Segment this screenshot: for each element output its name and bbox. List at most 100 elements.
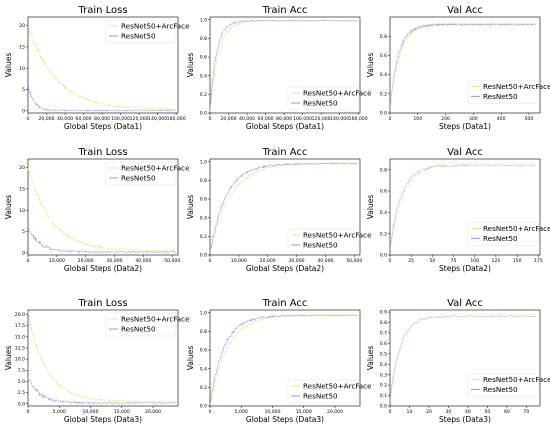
- x-tick-label: 20: [426, 409, 432, 415]
- x-tick-label: 0: [389, 258, 392, 264]
- y-tick-label: 0.6: [200, 348, 207, 354]
- y-tick-label: 10: [19, 66, 25, 72]
- series-line: [210, 162, 358, 254]
- chart-panel: Val Acc 0 25 50 75 100 125 150 175 0.0 0.2 0.4 0.6 0.…: [366, 147, 550, 273]
- x-axis-label: Global Steps (Data2): [64, 264, 142, 273]
- legend-box: [287, 228, 359, 253]
- y-axis-label: Values: [186, 195, 195, 220]
- x-tick-label: 20,000: [78, 258, 94, 264]
- x-tick-label: 20,000: [145, 409, 161, 415]
- legend-label: ResNet50: [303, 241, 338, 250]
- y-tick-label: 0.2: [380, 231, 387, 237]
- x-tick-label: 0: [27, 258, 30, 264]
- x-tick-label: 30: [446, 409, 452, 415]
- y-tick-label: 0.6: [380, 189, 387, 195]
- x-tick-label: 10,000: [49, 258, 65, 264]
- x-axis-label: Global Steps (Data1): [64, 122, 142, 131]
- x-tick-label: 15,000: [114, 409, 130, 415]
- chart-panel: Train Loss 0 10,000 20,000 30,000 40,000 50,00…: [4, 147, 190, 273]
- x-tick-label: 140,000: [330, 116, 349, 122]
- x-tick-label: 20,000: [220, 116, 236, 122]
- x-tick-label: 40: [465, 409, 471, 415]
- x-tick-label: 10,000: [264, 409, 280, 415]
- y-tick-label: 10.0: [15, 357, 25, 363]
- x-tick-label: 0: [389, 409, 392, 415]
- chart-title: Train Loss: [77, 5, 127, 16]
- series-line: [28, 376, 176, 405]
- x-tick-label: 50,000: [346, 258, 362, 264]
- x-tick-label: 40,000: [239, 116, 255, 122]
- legend-label: ResNet50: [303, 392, 338, 401]
- y-tick-label: 0.4: [200, 215, 207, 221]
- y-tick-label: 0.0: [200, 404, 207, 410]
- y-tick-label: 15.0: [15, 334, 25, 340]
- y-tick-label: 5: [22, 87, 25, 93]
- legend-label: ResNet50: [121, 32, 156, 41]
- x-tick-label: 100,000: [293, 116, 312, 122]
- y-tick-label: 0.2: [380, 91, 387, 97]
- legend-box: [467, 80, 539, 104]
- x-tick-label: 200: [441, 116, 450, 122]
- series-line: [390, 162, 536, 249]
- y-tick-label: 0.0: [200, 253, 207, 259]
- legend-label: ResNet50: [483, 234, 518, 243]
- legend-box: [105, 161, 177, 186]
- y-tick-label: 15: [19, 186, 25, 192]
- x-tick-label: 40,000: [57, 116, 73, 122]
- x-tick-label: 75: [451, 258, 457, 264]
- legend-label: ResNet50: [483, 92, 518, 101]
- chart-panel: Train Acc 0 5,000 10,000 15,000 20,000 0.0 0.2 0…: [186, 298, 372, 424]
- y-tick-label: 0.0: [18, 401, 25, 407]
- legend-label: ResNet50+ArcFace: [483, 224, 550, 233]
- x-tick-label: 300: [469, 116, 478, 122]
- y-tick-label: 0.1: [380, 393, 387, 399]
- legend-box: [287, 86, 359, 111]
- x-tick-label: 100: [470, 258, 479, 264]
- series-line: [390, 313, 536, 401]
- x-tick-label: 60,000: [76, 116, 92, 122]
- x-tick-label: 20,000: [327, 409, 343, 415]
- x-tick-label: 0: [209, 409, 212, 415]
- x-tick-label: 0: [209, 116, 212, 122]
- series-line: [210, 314, 358, 406]
- series-line: [390, 315, 536, 402]
- chart-title: Train Acc: [262, 147, 308, 158]
- y-tick-label: 15: [19, 44, 25, 50]
- x-axis-label: Global Steps (Data3): [246, 415, 324, 424]
- legend-label: ResNet50: [303, 99, 338, 108]
- y-tick-label: 0.6: [200, 55, 207, 61]
- legend-box: [467, 222, 539, 246]
- x-tick-label: 5,000: [53, 409, 66, 415]
- y-tick-label: 17.5: [15, 323, 25, 329]
- x-tick-label: 100: [413, 116, 422, 122]
- y-tick-label: 1.0: [200, 310, 207, 316]
- y-tick-label: 0.8: [380, 167, 387, 173]
- chart-panel: Train Acc 0 20,000 40,000 60,000 80,000 100,00…: [186, 5, 372, 131]
- y-tick-label: 0: [22, 250, 25, 256]
- y-tick-label: 0.2: [200, 234, 207, 240]
- legend-box: [287, 379, 359, 404]
- legend-label: ResNet50+ArcFace: [303, 382, 372, 391]
- x-tick-label: 10,000: [82, 409, 98, 415]
- chart-title: Val Acc: [447, 298, 483, 309]
- x-tick-label: 175: [534, 258, 543, 264]
- x-tick-label: 20,000: [38, 116, 54, 122]
- y-tick-label: 12.5: [15, 346, 25, 352]
- y-tick-label: 0.8: [200, 36, 207, 42]
- x-tick-label: 60: [504, 409, 510, 415]
- y-tick-label: 0.4: [380, 72, 387, 78]
- legend-label: ResNet50: [121, 325, 156, 334]
- legend-label: ResNet50+ArcFace: [483, 82, 550, 91]
- series-line: [210, 19, 358, 110]
- x-tick-label: 100,000: [111, 116, 130, 122]
- series-line: [210, 161, 358, 253]
- y-axis-label: Values: [4, 346, 13, 371]
- y-axis-label: Values: [186, 53, 195, 78]
- x-axis-label: Global Steps (Data2): [246, 264, 324, 273]
- series-line: [210, 313, 358, 405]
- x-axis-label: Steps (Data1): [439, 122, 491, 131]
- series-line: [28, 24, 176, 111]
- legend-box: [105, 312, 177, 337]
- y-tick-label: 0.9: [380, 310, 387, 316]
